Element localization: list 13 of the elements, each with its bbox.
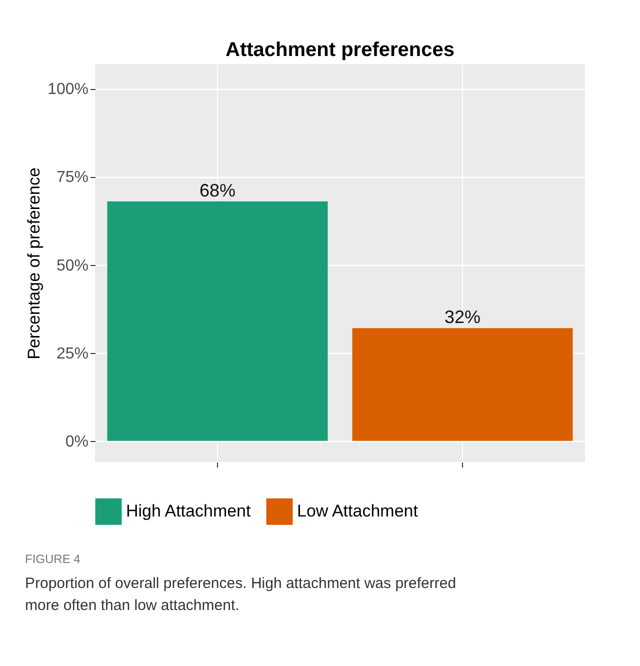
y-axis-title: Percentage of preference (24, 168, 44, 360)
chart-title: Attachment preferences (226, 39, 454, 61)
y-tick-label: 50% (56, 257, 88, 274)
y-tick-label: 100% (48, 81, 88, 98)
text: Proportion of overall preferences. High attachment was preferred more often than low attachment. (25, 575, 456, 614)
data-label: 32% (444, 307, 481, 328)
data-label: 68% (199, 180, 236, 200)
y-tick-label: 75% (56, 169, 88, 186)
y-tick-label: 0% (65, 433, 88, 450)
legend-label: High Attachment (126, 502, 252, 521)
legend-label: Low Attachment (297, 502, 418, 521)
caption: FIGURE 4 (25, 552, 81, 566)
y-tick-label: 25% (56, 345, 88, 362)
